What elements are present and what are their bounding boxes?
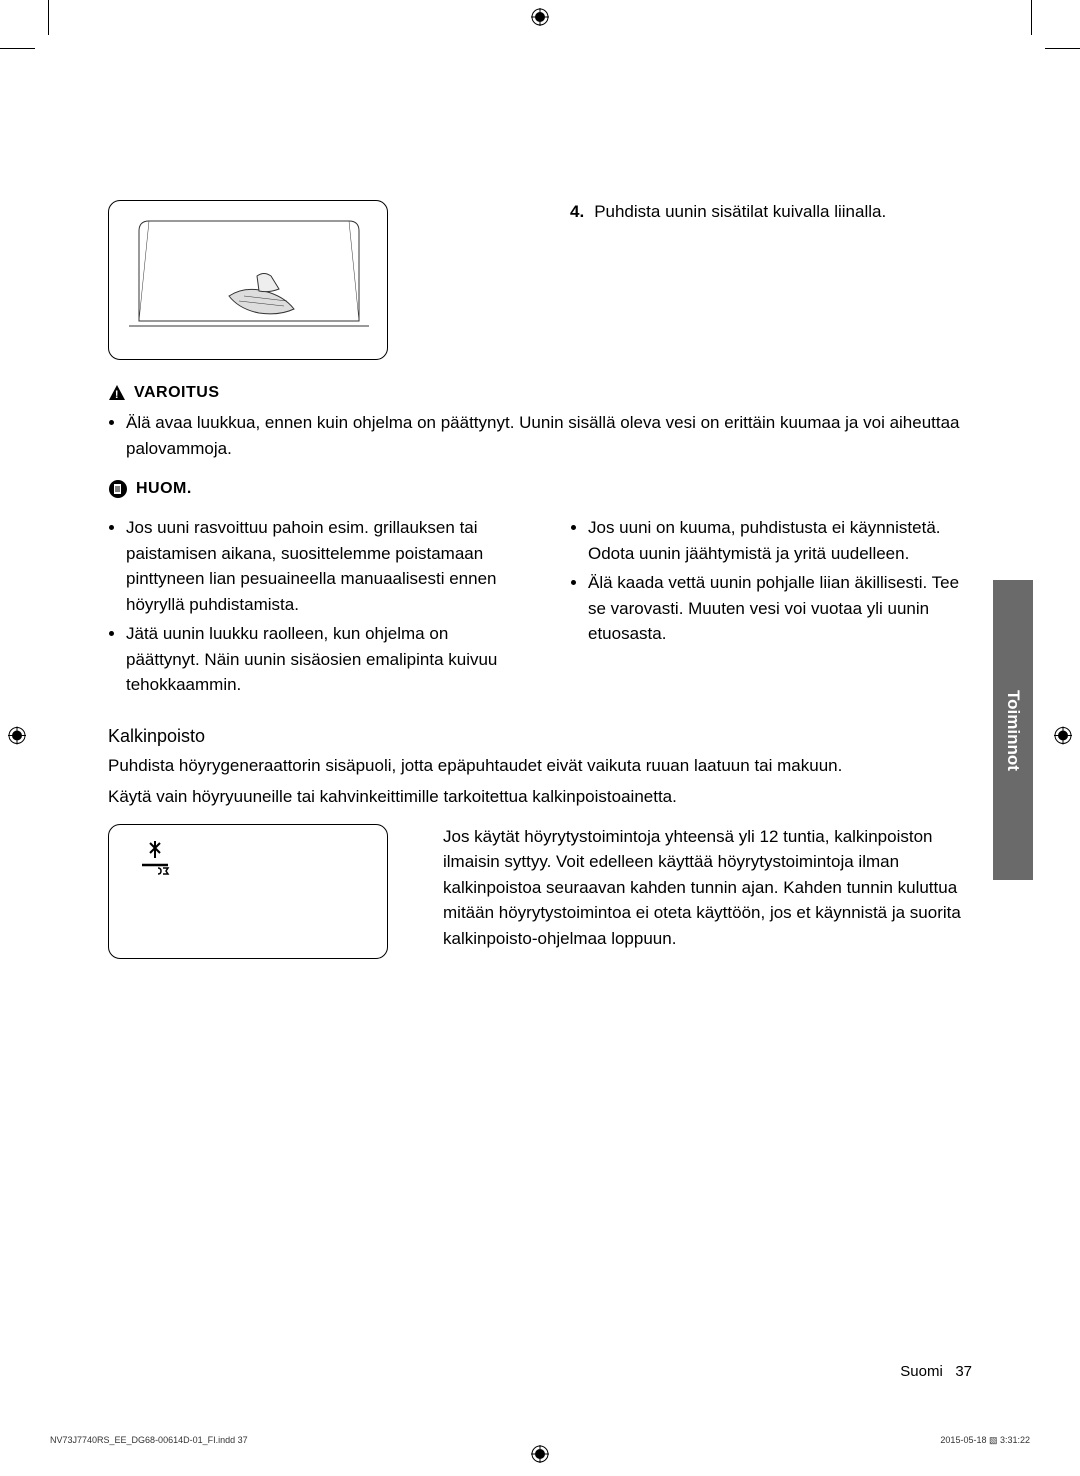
descale-row: Jos käytät höyrytystoimintoja yhteensä y… — [108, 824, 972, 959]
note-right-col: Jos uuni on kuuma, puhdistusta ei käynni… — [570, 507, 972, 702]
descale-text: Jos käytät höyrytystoimintoja yhteensä y… — [443, 824, 972, 959]
registration-mark-icon — [8, 727, 26, 750]
list-item: Jätä uunin luukku raolleen, kun ohjelma … — [126, 621, 510, 698]
crop-mark — [0, 48, 35, 49]
step-text: Puhdista uunin sisätilat kuivalla liinal… — [594, 200, 886, 224]
list-item: Jos uuni rasvoittuu pahoin esim. grillau… — [126, 515, 510, 617]
warning-label: VAROITUS — [134, 384, 219, 402]
list-item: Älä kaada vettä uunin pohjalle liian äki… — [588, 570, 972, 647]
imprint-line: NV73J7740RS_EE_DG68-00614D-01_FI.indd 37… — [50, 1435, 1030, 1446]
page-footer: Suomi 37 — [900, 1363, 972, 1380]
note-columns: Jos uuni rasvoittuu pahoin esim. grillau… — [108, 507, 972, 702]
footer-page-number: 37 — [955, 1363, 972, 1380]
oven-figure-container — [108, 200, 510, 360]
note-icon — [108, 479, 128, 499]
descale-title: Kalkinpoisto — [108, 726, 972, 747]
warning-list: Älä avaa luukkua, ennen kuin ohjelma on … — [108, 410, 972, 461]
step4-container: 4. Puhdista uunin sisätilat kuivalla lii… — [570, 200, 972, 360]
imprint-date: 2015-05-18 ▧ 3:31:22 — [940, 1435, 1030, 1446]
note-heading: HUOM. — [108, 479, 972, 499]
step-row: 4. Puhdista uunin sisätilat kuivalla lii… — [108, 200, 972, 360]
svg-text:!: ! — [115, 389, 119, 401]
crop-mark — [1045, 48, 1080, 49]
warning-icon: ! — [108, 384, 126, 402]
imprint-file: NV73J7740RS_EE_DG68-00614D-01_FI.indd 37 — [50, 1435, 248, 1446]
descale-icon — [137, 841, 173, 882]
note-left-col: Jos uuni rasvoittuu pahoin esim. grillau… — [108, 507, 510, 702]
registration-mark-icon — [1054, 727, 1072, 750]
list-item: Jos uuni on kuuma, puhdistusta ei käynni… — [588, 515, 972, 566]
page-content: 4. Puhdista uunin sisätilat kuivalla lii… — [108, 200, 972, 959]
descale-para1: Puhdista höyrygeneraattorin sisäpuoli, j… — [108, 753, 972, 779]
list-item: Älä avaa luukkua, ennen kuin ohjelma on … — [126, 410, 972, 461]
registration-mark-icon — [531, 8, 549, 31]
descale-display-figure — [108, 824, 388, 959]
side-tab: Toiminnot — [993, 580, 1033, 880]
registration-mark-icon — [531, 1445, 549, 1468]
crop-mark — [48, 0, 49, 35]
descale-para2: Käytä vain höyryuuneille tai kahvinkeitt… — [108, 784, 972, 810]
oven-cleaning-figure — [108, 200, 388, 360]
step-number: 4. — [570, 200, 584, 224]
note-label: HUOM. — [136, 480, 192, 498]
footer-language: Suomi — [900, 1363, 943, 1380]
warning-heading: ! VAROITUS — [108, 384, 972, 402]
crop-mark — [1031, 0, 1032, 35]
